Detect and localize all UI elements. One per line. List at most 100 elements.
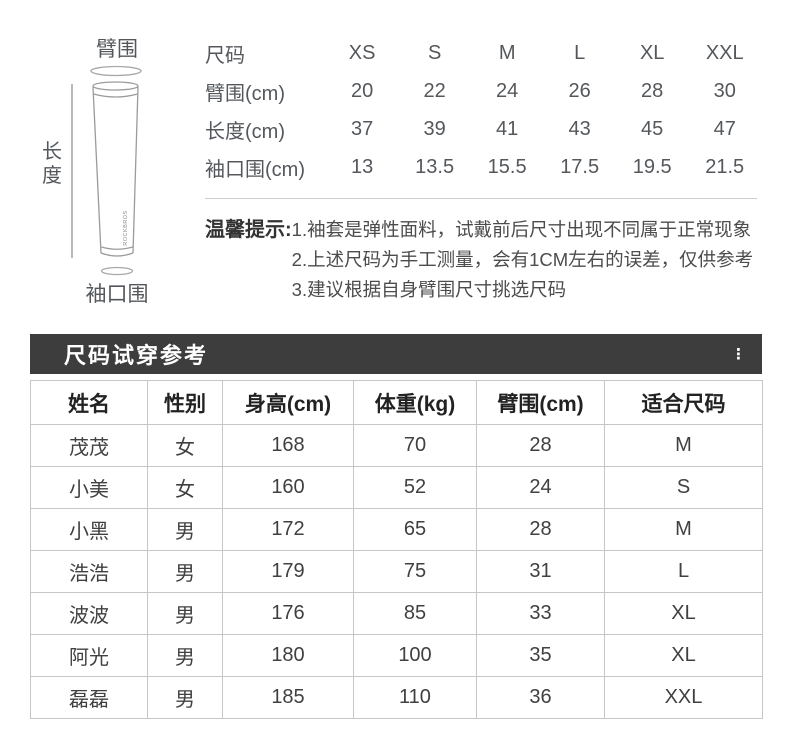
size-spec-cell: 21.5: [705, 155, 745, 178]
tips-block: 温馨提示: 1.袖套是弹性面料，试戴前后尺寸出现不同属于正常现象 2.上述尺码为手…: [205, 215, 761, 305]
table-row: 小美女 160 52 24 S: [30, 466, 763, 509]
fit-column-header: 性别: [147, 380, 223, 425]
fit-cell: 女: [147, 466, 223, 509]
fit-cell: 磊磊: [30, 676, 148, 719]
size-spec-table: 尺码 XS S M L XL XXL 臂围(cm) 20 22 24 26 28 30 长度(cm) 37 39…: [205, 34, 761, 186]
size-spec-cell: M: [498, 41, 516, 64]
fit-cell: 185: [222, 676, 354, 719]
tips-list: 1.袖套是弹性面料，试戴前后尺寸出现不同属于正常现象 2.上述尺码为手工测量，会有…: [292, 215, 761, 305]
table-row: 磊磊男 185 110 36 XXL: [30, 676, 763, 719]
fit-cell: 24: [476, 466, 605, 509]
size-spec-row: 袖口围(cm) 13 13.5 15.5 17.5 19.5 21.5: [205, 148, 761, 186]
size-spec-cell: XS: [348, 41, 376, 64]
fit-cell: M: [604, 424, 763, 467]
fit-cell: 阿光: [30, 634, 148, 677]
fit-cell: 36: [476, 676, 605, 719]
table-row: 小黑男 172 65 28 M: [30, 508, 763, 551]
size-spec-cell: 13: [350, 155, 374, 178]
table-row: 茂茂女 168 70 28 M: [30, 424, 763, 467]
size-spec-row-label: 尺码: [205, 44, 245, 67]
fit-reference-header-bar: 尺码试穿参考 ⋮: [30, 334, 762, 374]
fit-cell: XL: [604, 592, 763, 635]
fit-table-body: 茂茂女 168 70 28 M 小美女 160 52 24 S 小黑男 172 65 28 M 浩浩男 179 7…: [30, 424, 763, 719]
size-spec-cell: 24: [496, 79, 519, 102]
size-spec-row: 尺码 XS S M L XL XXL: [205, 34, 761, 72]
size-spec-cell: 22: [423, 79, 446, 102]
fit-cell: 28: [476, 424, 605, 467]
tips-label: 温馨提示:: [205, 219, 292, 241]
size-spec-cell: 20: [350, 79, 374, 102]
size-spec-cell: 26: [568, 79, 591, 102]
fit-column-header: 适合尺码: [604, 380, 763, 425]
fit-reference-table: 姓名 性别 身高(cm) 体重(kg) 臂围(cm) 适合尺码 茂茂女 168 70 28 M 小美…: [30, 380, 763, 719]
fit-cell: 172: [222, 508, 354, 551]
fit-cell: 男: [147, 676, 223, 719]
size-spec-cell: S: [427, 41, 442, 64]
fit-cell: 小美: [30, 466, 148, 509]
size-spec-cell: 45: [641, 117, 664, 140]
size-spec-cell: 15.5: [487, 155, 527, 178]
fit-cell: 70: [353, 424, 477, 467]
fit-cell: 65: [353, 508, 477, 551]
fit-cell: S: [604, 466, 763, 509]
fit-cell: 茂茂: [30, 424, 148, 467]
fit-cell: L: [604, 550, 763, 593]
sleeve-diagram-svg: 臂围 ROCKBROS 袖口围 长度: [42, 38, 149, 306]
fit-cell: 176: [222, 592, 354, 635]
fit-cell: XL: [604, 634, 763, 677]
fit-cell: 110: [353, 676, 477, 719]
fit-cell: 浩浩: [30, 550, 148, 593]
vertical-ellipsis-icon: ⋮: [731, 345, 746, 363]
fit-cell: 179: [222, 550, 354, 593]
fit-cell: 33: [476, 592, 605, 635]
fit-cell: 52: [353, 466, 477, 509]
tip-item: 3.建议根据自身臂围尺寸挑选尺码: [291, 279, 567, 300]
fit-cell: 100: [353, 634, 477, 677]
fit-cell: 28: [476, 508, 605, 551]
tip-item: 2.上述尺码为手工测量，会有1CM左右的误差，仅供参考: [291, 249, 754, 270]
size-spec-row-label: 臂围(cm): [205, 82, 285, 105]
sleeve-diagram: 臂围 ROCKBROS 袖口围 长度: [0, 0, 205, 330]
fit-cell: 男: [147, 550, 223, 593]
size-spec-cell: 37: [350, 117, 374, 140]
fit-cell: M: [604, 508, 763, 551]
fit-column-header: 体重(kg): [353, 380, 477, 425]
size-spec-cell: L: [574, 41, 586, 64]
arm-circumference-label: 臂围: [96, 38, 138, 61]
fit-cell: 男: [147, 508, 223, 551]
size-spec-cell: 30: [713, 79, 736, 102]
size-spec-cell: 13.5: [415, 155, 455, 178]
size-spec-row: 长度(cm) 37 39 41 43 45 47: [205, 110, 761, 148]
size-spec-row-label: 袖口围(cm): [205, 158, 305, 181]
fit-column-header: 姓名: [30, 380, 148, 425]
table-row: 浩浩男 179 75 31 L: [30, 550, 763, 593]
fit-column-header: 身高(cm): [222, 380, 354, 425]
fit-cell: 35: [476, 634, 605, 677]
size-spec-cell: XXL: [705, 41, 744, 64]
fit-cell: 小黑: [30, 508, 148, 551]
size-spec-cell: 17.5: [560, 155, 600, 178]
section-divider: [205, 198, 757, 199]
fit-cell: 75: [353, 550, 477, 593]
fit-cell: 160: [222, 466, 354, 509]
fit-cell: 168: [222, 424, 354, 467]
brand-logo-text: ROCKBROS: [123, 210, 129, 245]
size-spec-row-label: 长度(cm): [205, 120, 285, 143]
fit-cell: 180: [222, 634, 354, 677]
size-spec-table-body: 尺码 XS S M L XL XXL 臂围(cm) 20 22 24 26 28 30 长度(cm) 37 39…: [205, 34, 761, 186]
cuff-circumference-ring: [100, 266, 134, 276]
size-spec-cell: 19.5: [632, 155, 672, 178]
fit-cell: 85: [353, 592, 477, 635]
size-spec-cell: 28: [641, 79, 664, 102]
size-spec-section: 尺码 XS S M L XL XXL 臂围(cm) 20 22 24 26 28 30 长度(cm) 37 39…: [205, 34, 761, 305]
size-spec-cell: 47: [713, 117, 736, 140]
fit-cell: 男: [147, 634, 223, 677]
size-spec-cell: 39: [423, 117, 446, 140]
fit-cell: 31: [476, 550, 605, 593]
table-row: 阿光男 180 100 35 XL: [30, 634, 763, 677]
arm-circumference-ring: [90, 65, 142, 77]
fit-cell: 男: [147, 592, 223, 635]
table-row: 波波男 176 85 33 XL: [30, 592, 763, 635]
fit-cell: 波波: [30, 592, 148, 635]
